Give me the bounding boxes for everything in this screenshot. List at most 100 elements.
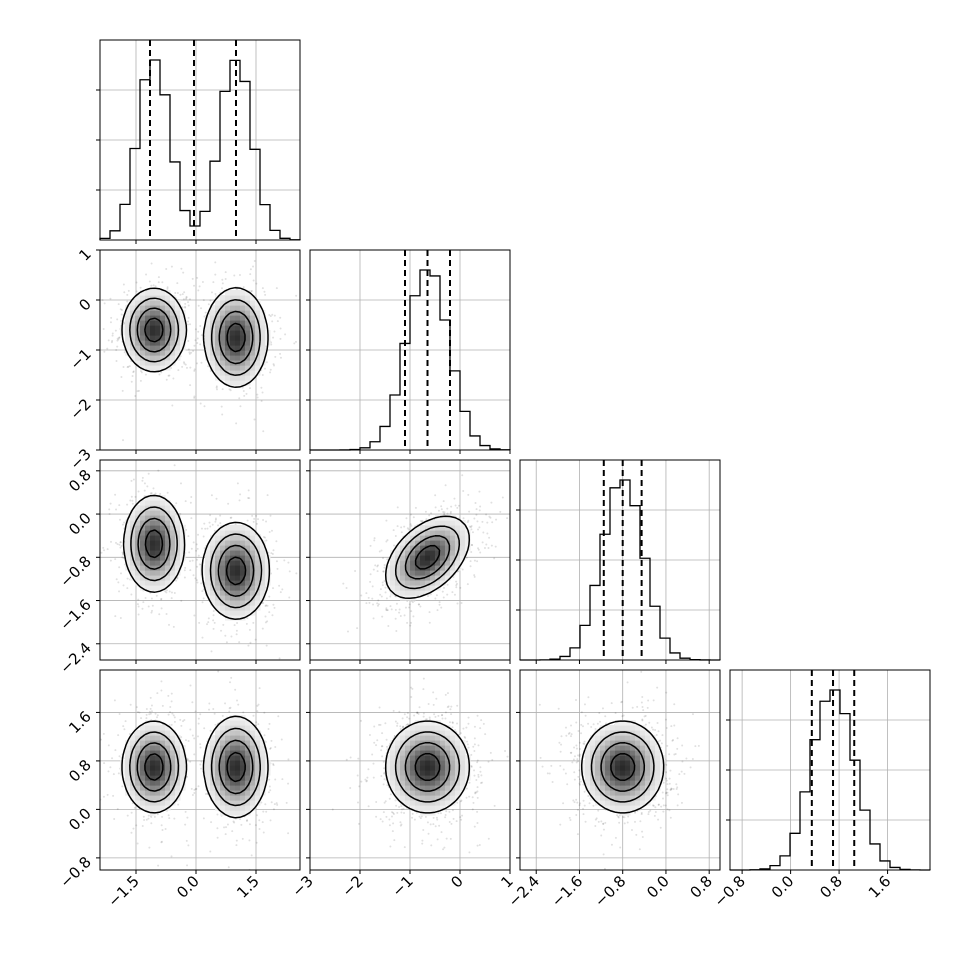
density-cell — [155, 795, 161, 801]
sample-point — [115, 349, 118, 352]
density-cell — [215, 545, 221, 551]
density-cell — [260, 545, 266, 551]
density-cell — [245, 300, 251, 306]
contour-line — [121, 286, 269, 389]
density-cell — [150, 335, 156, 341]
sample-point — [274, 778, 277, 781]
density-cell — [160, 755, 166, 761]
density-cell — [215, 320, 221, 326]
density-cell — [205, 780, 211, 786]
density-cell — [165, 355, 171, 361]
sample-point — [120, 375, 123, 378]
histogram-0 — [99, 59, 301, 241]
density-cell — [255, 600, 261, 606]
density-cell — [220, 760, 226, 766]
density-cell — [170, 310, 176, 316]
density-cell — [250, 555, 256, 561]
sample-point — [200, 361, 203, 364]
sample-point — [155, 594, 158, 597]
sample-point — [225, 641, 228, 644]
sample-point — [185, 295, 188, 298]
sample-point — [236, 482, 239, 485]
density-cell — [240, 380, 246, 386]
density-cell — [150, 765, 156, 771]
sample-point — [167, 814, 170, 817]
sample-point — [261, 627, 264, 630]
sample-point — [186, 323, 189, 326]
density-cell — [440, 545, 446, 551]
sample-point — [121, 523, 124, 526]
density-cell — [225, 775, 231, 781]
density-cell — [235, 760, 241, 766]
density-cell — [175, 520, 181, 526]
density-cell — [395, 555, 401, 561]
density-cell — [140, 540, 146, 546]
sample-point — [380, 595, 383, 598]
density-cell — [150, 350, 156, 356]
density-cell — [220, 800, 226, 806]
density-cell — [220, 805, 226, 811]
sample-point — [166, 491, 169, 494]
sample-point — [406, 527, 409, 530]
sample-point — [468, 525, 471, 528]
density-cell — [150, 805, 156, 811]
density-cell — [135, 340, 141, 346]
density-cell — [245, 530, 251, 536]
sample-point — [488, 536, 491, 539]
sample-point — [199, 343, 202, 346]
density-cell — [155, 750, 161, 756]
density-cell — [415, 540, 421, 546]
sample-point — [165, 591, 168, 594]
sample-point — [367, 596, 370, 599]
density-cell — [155, 355, 161, 361]
density-cell — [260, 310, 266, 316]
sample-point — [221, 413, 224, 416]
density-cell — [400, 540, 406, 546]
density-cell — [220, 300, 226, 306]
sample-point — [113, 817, 116, 820]
density-cell — [125, 555, 131, 561]
density-cell — [160, 315, 166, 321]
density-cell — [170, 765, 176, 771]
density-cell — [215, 600, 221, 606]
density-cell — [250, 300, 256, 306]
sample-point — [454, 504, 457, 507]
density-cell — [140, 345, 146, 351]
density-cell — [230, 340, 236, 346]
density-cell — [425, 580, 431, 586]
density-cell — [230, 550, 236, 556]
density-cell — [140, 805, 146, 811]
density-cell — [225, 325, 231, 331]
sample-point — [131, 375, 134, 378]
sample-point — [109, 297, 112, 300]
sample-point — [156, 714, 159, 717]
density-cell — [460, 525, 466, 531]
sample-point — [197, 533, 200, 536]
density-cell — [130, 550, 136, 556]
density-cell — [160, 545, 166, 551]
density-cell — [170, 780, 176, 786]
sample-point — [468, 510, 471, 513]
sample-point — [195, 579, 198, 582]
sample-point — [130, 831, 133, 834]
sample-point — [379, 588, 382, 591]
density-cell — [215, 530, 221, 536]
sample-point — [227, 502, 230, 505]
sample-point — [191, 701, 194, 704]
sample-point — [196, 362, 199, 365]
sample-point — [269, 789, 272, 792]
density-cell — [255, 535, 261, 541]
density-cell — [445, 565, 451, 571]
sample-point — [434, 494, 437, 497]
sample-point — [212, 281, 215, 284]
density-cell — [155, 555, 161, 561]
density-cell — [230, 330, 236, 336]
density-cell — [215, 535, 221, 541]
density-cell — [225, 755, 231, 761]
density-cell — [260, 755, 266, 761]
sample-point — [130, 593, 133, 596]
density-cell — [460, 545, 466, 551]
density-cell — [245, 370, 251, 376]
density-cell — [245, 540, 251, 546]
sample-point — [170, 591, 173, 594]
